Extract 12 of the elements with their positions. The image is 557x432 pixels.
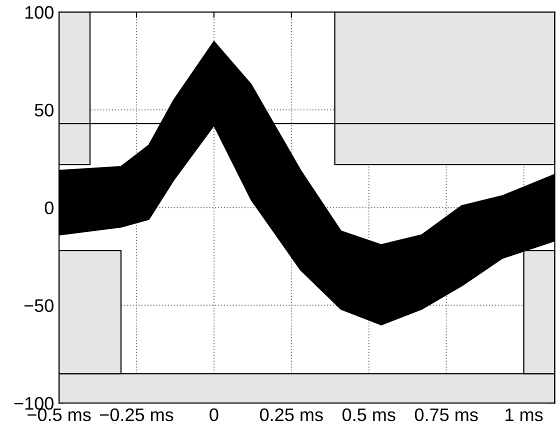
x-tick-label: −0.5 ms [28,408,91,422]
x-tick-label: 0 [210,408,218,422]
x-tick-label: 0.25 ms [260,408,323,422]
y-tick-label: 100 [25,6,54,19]
y-tick-label: −100 [14,396,54,410]
y-tick-label: 0 [44,202,54,214]
y-tick-label: 50 [34,104,54,117]
x-tick-label: 0.75 ms [414,408,478,422]
x-tick-label: 0.5 ms [342,408,396,422]
x-tick-label: 1 ms [506,408,543,422]
x-tick-label: −0.25 ms [100,408,174,422]
y-tick-label: −50 [24,299,54,312]
